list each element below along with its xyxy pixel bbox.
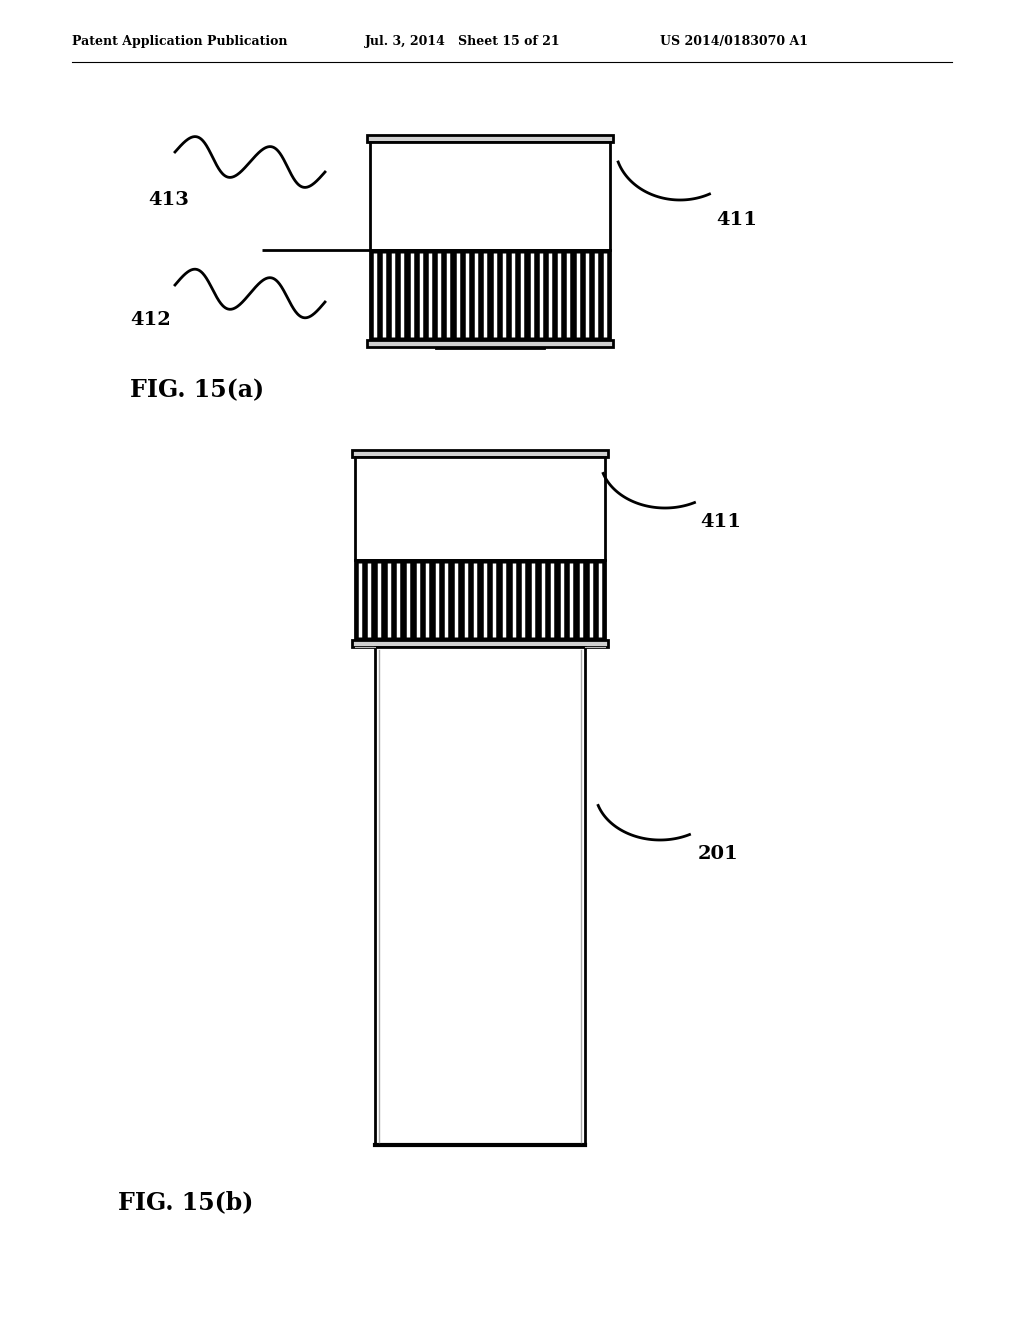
Text: FIG. 15(a): FIG. 15(a) [130, 378, 264, 403]
Bar [352, 450, 608, 457]
Bar [375, 647, 585, 1144]
Bar [370, 143, 610, 249]
Text: Jul. 3, 2014   Sheet 15 of 21: Jul. 3, 2014 Sheet 15 of 21 [365, 36, 560, 49]
Bar [355, 457, 605, 560]
Bar [367, 135, 613, 143]
Text: Patent Application Publication: Patent Application Publication [72, 36, 288, 49]
Text: 411: 411 [700, 513, 741, 531]
Text: US 2014/0183070 A1: US 2014/0183070 A1 [660, 36, 808, 49]
Text: FIG. 15(b): FIG. 15(b) [118, 1191, 253, 1214]
Bar [370, 249, 610, 341]
Text: 412: 412 [130, 312, 171, 329]
Bar [352, 640, 608, 647]
Bar [355, 560, 605, 640]
Bar [367, 341, 613, 347]
Text: 411: 411 [716, 211, 757, 228]
Text: 201: 201 [698, 845, 738, 863]
Text: 413: 413 [148, 191, 188, 209]
